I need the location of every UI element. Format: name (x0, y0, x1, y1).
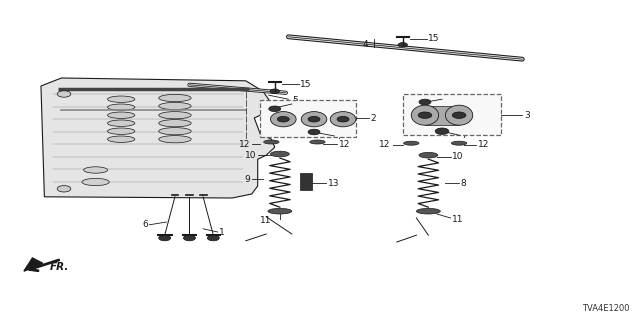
Circle shape (418, 112, 432, 118)
Polygon shape (24, 258, 43, 271)
Text: 12: 12 (339, 140, 350, 148)
Circle shape (184, 235, 195, 241)
Text: 10: 10 (452, 152, 464, 161)
Ellipse shape (268, 208, 292, 214)
Ellipse shape (404, 141, 419, 145)
Ellipse shape (271, 112, 296, 127)
FancyBboxPatch shape (260, 100, 356, 137)
Text: 15: 15 (428, 34, 440, 43)
Ellipse shape (159, 112, 191, 119)
Text: 7: 7 (461, 131, 467, 140)
Text: 5: 5 (292, 95, 298, 105)
Text: 1: 1 (220, 228, 225, 237)
Ellipse shape (159, 94, 191, 102)
Circle shape (270, 89, 280, 93)
Ellipse shape (108, 120, 135, 126)
Ellipse shape (419, 152, 438, 158)
Circle shape (337, 116, 349, 122)
Text: 12: 12 (478, 140, 489, 149)
Text: 14: 14 (444, 95, 455, 104)
Ellipse shape (301, 112, 327, 127)
Ellipse shape (108, 96, 135, 102)
Ellipse shape (84, 167, 108, 173)
Ellipse shape (108, 136, 135, 142)
Bar (300, 173, 312, 190)
Text: 8: 8 (461, 179, 467, 188)
Bar (425, 106, 459, 125)
Circle shape (207, 235, 220, 241)
Text: FR.: FR. (49, 262, 69, 272)
Ellipse shape (159, 102, 191, 110)
Circle shape (398, 43, 408, 47)
Ellipse shape (330, 112, 356, 127)
Ellipse shape (271, 151, 289, 157)
Circle shape (159, 235, 171, 241)
Text: 11: 11 (260, 216, 271, 225)
Circle shape (435, 128, 449, 134)
Ellipse shape (445, 105, 473, 125)
Circle shape (419, 99, 431, 105)
Circle shape (452, 112, 466, 118)
Text: 3: 3 (524, 111, 530, 120)
Text: 7: 7 (336, 132, 342, 140)
Polygon shape (41, 78, 275, 198)
Circle shape (308, 129, 320, 135)
Ellipse shape (417, 208, 440, 214)
Text: 10: 10 (244, 151, 256, 160)
Circle shape (269, 106, 281, 112)
Ellipse shape (159, 136, 191, 143)
FancyBboxPatch shape (403, 94, 501, 135)
Circle shape (57, 186, 71, 192)
Ellipse shape (264, 140, 279, 144)
Ellipse shape (108, 112, 135, 118)
Text: 13: 13 (328, 179, 339, 188)
Ellipse shape (310, 140, 325, 144)
Text: 6: 6 (142, 220, 148, 229)
Ellipse shape (159, 120, 191, 127)
Ellipse shape (451, 141, 467, 145)
Text: 12: 12 (239, 140, 250, 148)
Text: 12: 12 (380, 140, 391, 149)
Circle shape (277, 116, 289, 122)
Text: 4: 4 (362, 39, 368, 49)
Ellipse shape (108, 104, 135, 110)
Ellipse shape (108, 128, 135, 134)
Text: 2: 2 (371, 114, 376, 123)
Text: 15: 15 (300, 79, 312, 89)
Circle shape (308, 116, 320, 122)
Ellipse shape (82, 179, 109, 186)
Ellipse shape (159, 128, 191, 135)
Ellipse shape (412, 105, 438, 125)
Text: 11: 11 (452, 215, 464, 225)
Text: 14: 14 (294, 100, 305, 108)
FancyArrowPatch shape (29, 260, 59, 271)
Text: TVA4E1200: TVA4E1200 (582, 304, 630, 313)
Circle shape (57, 91, 71, 97)
Text: 9: 9 (244, 175, 250, 184)
